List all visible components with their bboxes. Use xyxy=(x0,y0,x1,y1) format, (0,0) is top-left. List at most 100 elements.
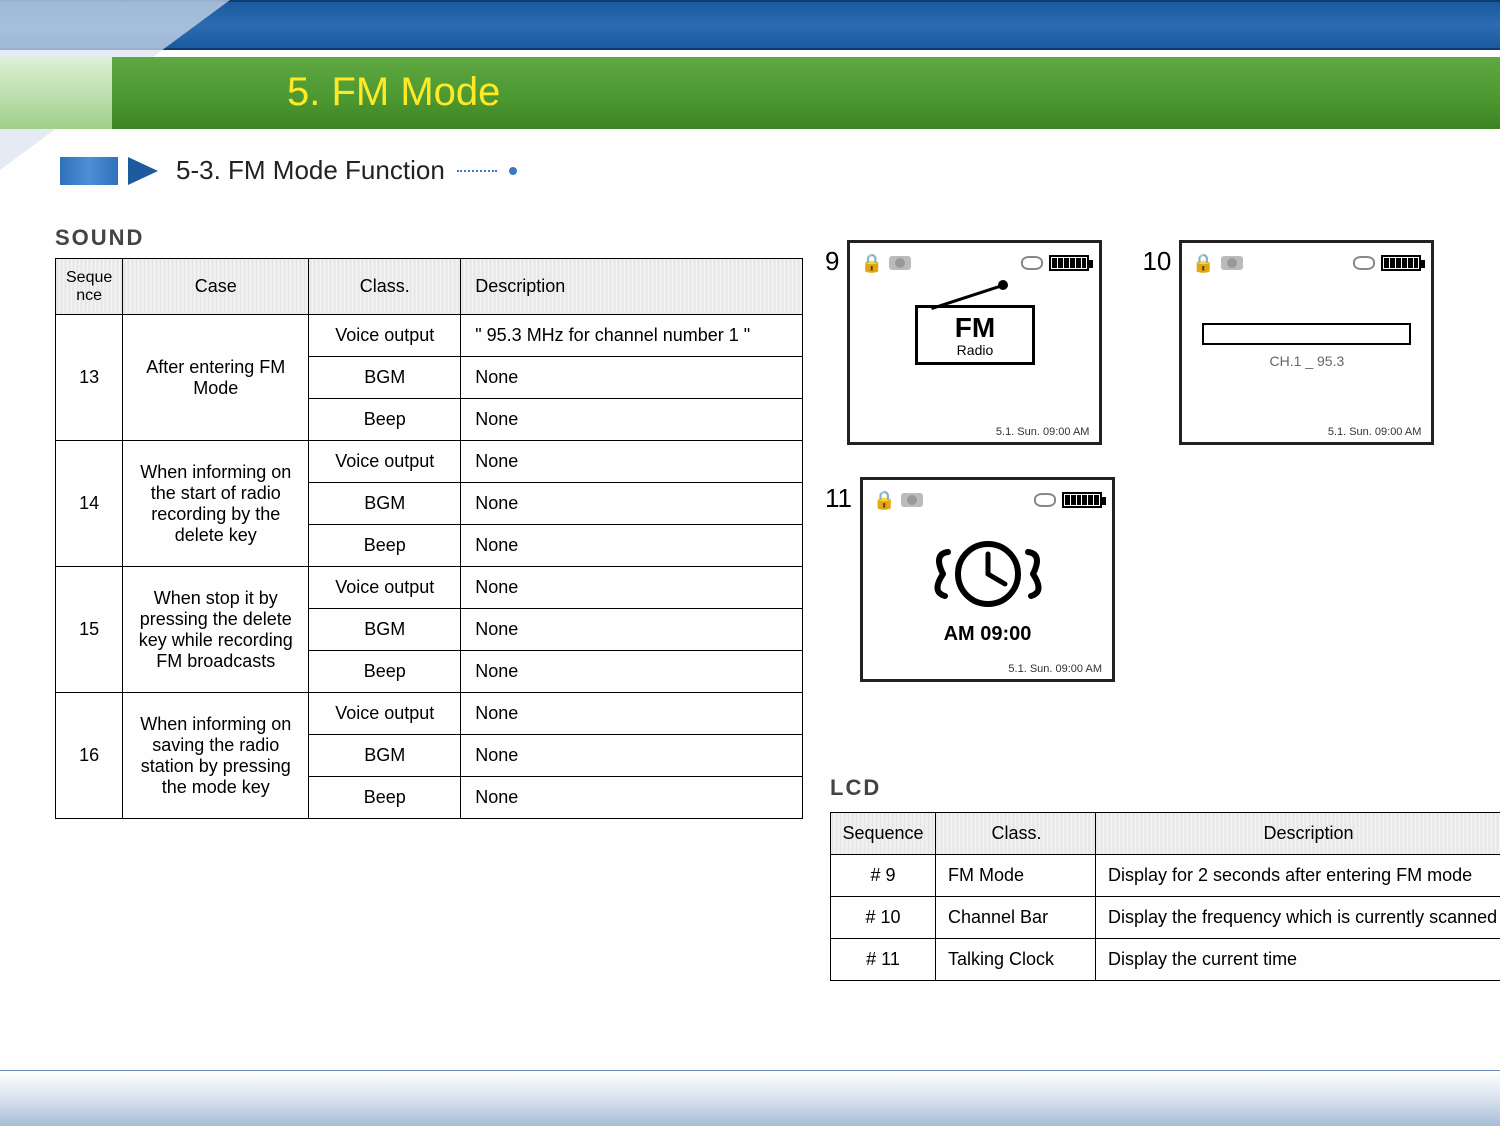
sound-desc-cell: None xyxy=(461,567,803,609)
sound-seq-cell: 13 xyxy=(56,315,123,441)
sound-class-cell: Voice output xyxy=(309,441,461,483)
lcd-class-cell: Talking Clock xyxy=(936,939,1096,981)
screen-9-device: 🔒 FM Radio 5.1. Sun. 09:00 AM xyxy=(847,240,1102,445)
battery-icon xyxy=(1049,255,1089,271)
table-row: 14When informing on the start of radio r… xyxy=(56,441,803,483)
table-row: # 10Channel BarDisplay the frequency whi… xyxy=(831,897,1500,939)
screen-11-device: 🔒 AM 09:00 5.1. Sun. 09:00 AM xyxy=(860,477,1115,682)
bottom-band xyxy=(0,1070,1500,1126)
table-row: 13After entering FM ModeVoice output" 95… xyxy=(56,315,803,357)
fm-label-small: Radio xyxy=(928,342,1022,358)
screen-10-time: 5.1. Sun. 09:00 AM xyxy=(1328,426,1422,438)
loop-icon xyxy=(1021,256,1043,270)
lcd-hdr-seq: Sequence xyxy=(831,813,936,855)
sound-table: Seque nce Case Class. Description 13Afte… xyxy=(55,258,803,819)
table-row: 15When stop it by pressing the delete ke… xyxy=(56,567,803,609)
antenna-icon xyxy=(932,284,1008,310)
clock-graphic: AM 09:00 xyxy=(923,534,1053,646)
sound-desc-cell: None xyxy=(461,399,803,441)
sound-class-cell: Voice output xyxy=(309,693,461,735)
sound-class-cell: Voice output xyxy=(309,315,461,357)
sound-class-cell: BGM xyxy=(309,357,461,399)
sound-section-label: SOUND xyxy=(55,225,144,251)
battery-icon xyxy=(1062,492,1102,508)
lcd-seq-cell: # 9 xyxy=(831,855,936,897)
table-row: 16When informing on saving the radio sta… xyxy=(56,693,803,735)
title-band: 5. FM Mode xyxy=(0,55,1500,130)
lcd-desc-cell: Display the current time xyxy=(1096,939,1500,981)
lcd-hdr-class: Class. xyxy=(936,813,1096,855)
status-bar: 🔒 xyxy=(873,486,1102,514)
status-bar: 🔒 xyxy=(1192,249,1421,277)
screen-11-wrap: 11 🔒 AM 09:00 xyxy=(825,477,1445,682)
loop-icon xyxy=(1034,493,1056,507)
sound-desc-cell: None xyxy=(461,693,803,735)
sound-desc-cell: " 95.3 MHz for channel number 1 " xyxy=(461,315,803,357)
screen-9-number: 9 xyxy=(825,246,839,277)
sound-class-cell: BGM xyxy=(309,483,461,525)
screen-10-wrap: 10 🔒 CH.1 _ 95.3 5.1. Sun. 09:00 xyxy=(1142,240,1434,445)
sound-class-cell: BGM xyxy=(309,735,461,777)
lock-icon: 🔒 xyxy=(860,253,882,274)
title-band-main: 5. FM Mode xyxy=(112,57,1500,129)
table-row: # 9FM ModeDisplay for 2 seconds after en… xyxy=(831,855,1500,897)
sound-hdr-desc: Description xyxy=(461,259,803,315)
table-row: # 11Talking ClockDisplay the current tim… xyxy=(831,939,1500,981)
screen-9-time: 5.1. Sun. 09:00 AM xyxy=(996,426,1090,438)
sound-hdr-class: Class. xyxy=(309,259,461,315)
title-band-left xyxy=(0,57,112,129)
sound-desc-cell: None xyxy=(461,525,803,567)
battery-icon xyxy=(1381,255,1421,271)
channel-bar-box: CH.1 _ 95.3 xyxy=(1192,323,1421,369)
lcd-class-cell: Channel Bar xyxy=(936,897,1096,939)
lcd-class-cell: FM Mode xyxy=(936,855,1096,897)
sound-desc-cell: None xyxy=(461,609,803,651)
subtitle-line xyxy=(457,170,497,172)
sound-desc-cell: None xyxy=(461,777,803,819)
screen-11-number: 11 xyxy=(825,483,852,514)
camera-icon xyxy=(901,493,923,507)
sound-desc-cell: None xyxy=(461,483,803,525)
page-title: 5. FM Mode xyxy=(287,70,500,115)
sound-seq-cell: 16 xyxy=(56,693,123,819)
lcd-desc-cell: Display for 2 seconds after entering FM … xyxy=(1096,855,1500,897)
loop-icon xyxy=(1353,256,1375,270)
camera-icon xyxy=(1221,256,1243,270)
sound-class-cell: Beep xyxy=(309,777,461,819)
sound-case-cell: When stop it by pressing the delete key … xyxy=(123,567,309,693)
sound-desc-cell: None xyxy=(461,735,803,777)
screen-11-time: 5.1. Sun. 09:00 AM xyxy=(1008,663,1102,675)
sound-hdr-case: Case xyxy=(123,259,309,315)
lcd-table-container: Sequence Class. Description # 9FM ModeDi… xyxy=(830,812,1500,981)
lcd-desc-cell: Display the frequency which is currently… xyxy=(1096,897,1500,939)
lock-icon: 🔒 xyxy=(873,490,895,511)
camera-icon xyxy=(889,256,911,270)
lcd-seq-cell: # 11 xyxy=(831,939,936,981)
channel-bar-rect xyxy=(1202,323,1411,345)
lcd-seq-cell: # 10 xyxy=(831,897,936,939)
screens-area: 9 🔒 FM Radio 5.1. Sun. xyxy=(825,240,1445,682)
subtitle-dot-icon xyxy=(509,167,517,175)
screen-10-number: 10 xyxy=(1142,246,1171,277)
channel-bar-label: CH.1 _ 95.3 xyxy=(1202,353,1411,369)
sound-desc-cell: None xyxy=(461,357,803,399)
fm-label-big: FM xyxy=(928,314,1022,342)
sound-table-container: Seque nce Case Class. Description 13Afte… xyxy=(55,258,803,819)
sound-seq-cell: 15 xyxy=(56,567,123,693)
clock-time-text: AM 09:00 xyxy=(923,623,1053,646)
sound-seq-cell: 14 xyxy=(56,441,123,567)
sound-case-cell: After entering FM Mode xyxy=(123,315,309,441)
screen-9-wrap: 9 🔒 FM Radio 5.1. Sun. xyxy=(825,240,1102,445)
sound-case-cell: When informing on saving the radio stati… xyxy=(123,693,309,819)
status-bar: 🔒 xyxy=(860,249,1089,277)
sound-class-cell: BGM xyxy=(309,609,461,651)
lcd-hdr-desc: Description xyxy=(1096,813,1500,855)
sound-hdr-seq: Seque nce xyxy=(56,259,123,315)
screen-10-device: 🔒 CH.1 _ 95.3 5.1. Sun. 09:00 AM xyxy=(1179,240,1434,445)
sound-class-cell: Beep xyxy=(309,651,461,693)
sound-class-cell: Beep xyxy=(309,525,461,567)
lcd-table: Sequence Class. Description # 9FM ModeDi… xyxy=(830,812,1500,981)
lcd-section-label: LCD xyxy=(830,775,881,801)
fm-radio-box: FM Radio xyxy=(915,305,1035,365)
sound-class-cell: Beep xyxy=(309,399,461,441)
